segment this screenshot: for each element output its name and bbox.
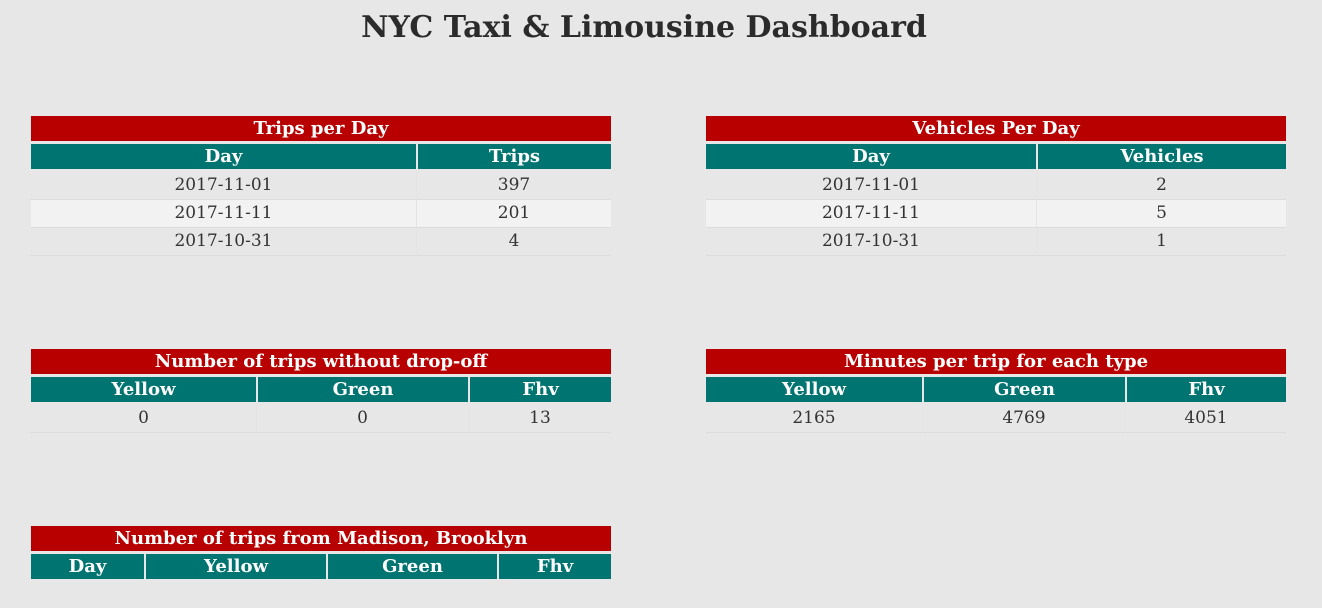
column-header-green[interactable]: Green — [922, 377, 1125, 405]
vehicles-per-day-panel: Vehicles Per Day Day Vehicles 2017-11-01… — [706, 116, 1286, 256]
table-cell-trips: 397 — [416, 172, 611, 200]
column-header-fhv[interactable]: Fhv — [497, 554, 611, 582]
table-cell-fhv: 13 — [468, 405, 611, 433]
minutes-per-trip-table: Yellow Green Fhv 2165 4769 4051 — [706, 377, 1286, 433]
column-header-day[interactable]: Day — [31, 554, 144, 582]
table-header-row: Yellow Green Fhv — [706, 377, 1286, 405]
column-header-green[interactable]: Green — [326, 554, 497, 582]
trips-without-dropoff-table: Yellow Green Fhv 0 0 13 — [31, 377, 611, 433]
table-cell-vehicles: 1 — [1036, 228, 1286, 256]
table-row: 2017-11-01 2 — [706, 172, 1286, 200]
table-header-row: Yellow Green Fhv — [31, 377, 611, 405]
panel-title: Minutes per trip for each type — [706, 349, 1286, 374]
panel-title: Number of trips from Madison, Brooklyn — [31, 526, 611, 551]
column-header-fhv[interactable]: Fhv — [1125, 377, 1286, 405]
table-cell-trips: 4 — [416, 228, 611, 256]
table-cell-day: 2017-10-31 — [31, 228, 416, 256]
panel-title: Vehicles Per Day — [706, 116, 1286, 141]
table-cell-vehicles: 5 — [1036, 200, 1286, 228]
column-header-yellow[interactable]: Yellow — [706, 377, 922, 405]
table-cell-green: 0 — [256, 405, 468, 433]
column-header-green[interactable]: Green — [256, 377, 468, 405]
table-cell-day: 2017-10-31 — [706, 228, 1036, 256]
trips-without-dropoff-panel: Number of trips without drop-off Yellow … — [31, 349, 611, 433]
table-row: 2017-11-11 201 — [31, 200, 611, 228]
table-cell-green: 4769 — [922, 405, 1125, 433]
table-cell-day: 2017-11-01 — [706, 172, 1036, 200]
table-row: 2017-11-11 5 — [706, 200, 1286, 228]
table-cell-day: 2017-11-11 — [31, 200, 416, 228]
column-header-vehicles[interactable]: Vehicles — [1036, 144, 1286, 172]
column-header-day[interactable]: Day — [706, 144, 1036, 172]
table-row: 2017-10-31 1 — [706, 228, 1286, 256]
table-row: 2165 4769 4051 — [706, 405, 1286, 433]
table-cell-fhv: 4051 — [1125, 405, 1286, 433]
column-header-yellow[interactable]: Yellow — [144, 554, 326, 582]
minutes-per-trip-panel: Minutes per trip for each type Yellow Gr… — [706, 349, 1286, 433]
vehicles-per-day-table: Day Vehicles 2017-11-01 2 2017-11-11 5 2… — [706, 144, 1286, 256]
table-cell-vehicles: 2 — [1036, 172, 1286, 200]
column-header-trips[interactable]: Trips — [416, 144, 611, 172]
table-row: 2017-11-01 397 — [31, 172, 611, 200]
trips-per-day-panel: Trips per Day Day Trips 2017-11-01 397 2… — [31, 116, 611, 256]
trips-per-day-table: Day Trips 2017-11-01 397 2017-11-11 201 … — [31, 144, 611, 256]
table-row: 2017-10-31 4 — [31, 228, 611, 256]
column-header-day[interactable]: Day — [31, 144, 416, 172]
table-header-row: Day Trips — [31, 144, 611, 172]
table-cell-yellow: 2165 — [706, 405, 922, 433]
table-header-row: Day Yellow Green Fhv — [31, 554, 611, 582]
page-title: NYC Taxi & Limousine Dashboard — [361, 10, 927, 45]
table-cell-trips: 201 — [416, 200, 611, 228]
table-cell-day: 2017-11-01 — [31, 172, 416, 200]
column-header-yellow[interactable]: Yellow — [31, 377, 256, 405]
panel-title: Trips per Day — [31, 116, 611, 141]
trips-from-madison-panel: Number of trips from Madison, Brooklyn D… — [31, 526, 611, 582]
panel-title: Number of trips without drop-off — [31, 349, 611, 374]
table-header-row: Day Vehicles — [706, 144, 1286, 172]
table-row: 0 0 13 — [31, 405, 611, 433]
table-cell-day: 2017-11-11 — [706, 200, 1036, 228]
table-cell-yellow: 0 — [31, 405, 256, 433]
trips-from-madison-table: Day Yellow Green Fhv — [31, 554, 611, 582]
column-header-fhv[interactable]: Fhv — [468, 377, 611, 405]
